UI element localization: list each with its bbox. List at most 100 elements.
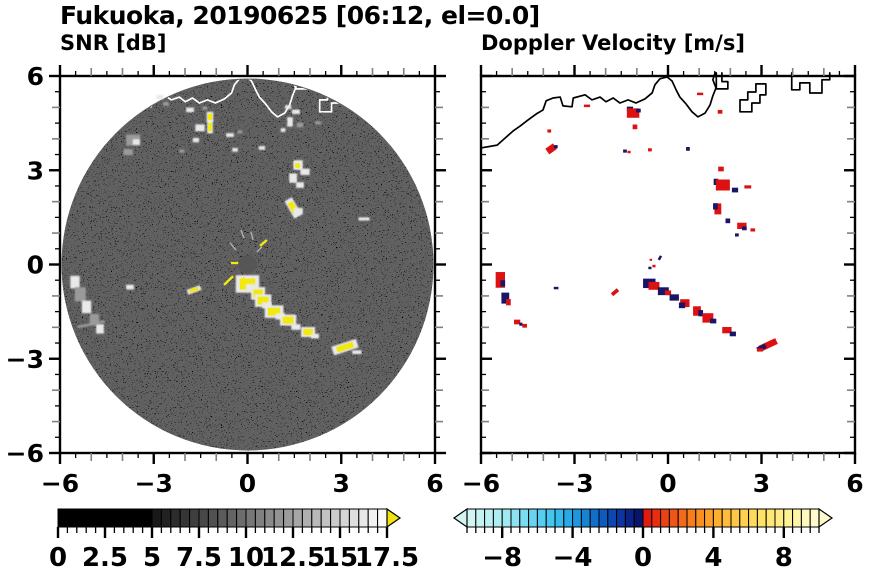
- colorbar-segment: [624, 508, 635, 528]
- echo-blob: [506, 299, 511, 306]
- colorbar-segment: [748, 508, 758, 528]
- echo-blob: [237, 130, 243, 134]
- echo-blob: [245, 283, 256, 291]
- center-spoke: [240, 229, 245, 239]
- echo-blob: [583, 104, 591, 108]
- echo-blob: [186, 107, 194, 113]
- echo-blob: [163, 102, 169, 106]
- echo-blob: [291, 324, 301, 330]
- colorbar-segment: [756, 508, 767, 528]
- echo-blob: [636, 108, 641, 113]
- colorbar-segment: [739, 508, 750, 528]
- colorbar-segment: [123, 508, 134, 528]
- echo-blob: [89, 313, 100, 325]
- colorbar-segment: [217, 508, 228, 528]
- x-tick-label: 6: [426, 469, 443, 498]
- colorbar-segment: [800, 508, 811, 528]
- colorbar-segment: [510, 508, 521, 528]
- echo-blob: [648, 281, 660, 290]
- echo-blob: [696, 92, 704, 96]
- echo-blob: [352, 350, 362, 355]
- colorbar-segment: [519, 508, 530, 528]
- echo-blob: [519, 322, 523, 326]
- colorbar-segment: [792, 508, 802, 528]
- doppler-echoes: [495, 92, 778, 352]
- colorbar-segment: [536, 508, 547, 528]
- colorbar-segment: [668, 508, 679, 528]
- x-tick-label: 3: [333, 469, 350, 498]
- echo-blob: [156, 94, 164, 100]
- echo-blob: [226, 133, 234, 137]
- echo-blob: [195, 124, 205, 132]
- colorbar-segment: [783, 508, 794, 528]
- colorbar-tick-label: 12.5: [261, 543, 325, 570]
- echo-blob: [500, 280, 506, 287]
- colorbar-segment: [528, 508, 538, 528]
- coastline: [480, 72, 831, 149]
- echo-blob: [750, 228, 756, 232]
- echo-blob: [664, 290, 672, 296]
- x-tick-label: −3: [135, 469, 173, 498]
- coastline-path: [715, 72, 729, 90]
- colorbar-over-arrow: [818, 507, 834, 529]
- colorbar-segment: [809, 508, 820, 528]
- colorbar-segment: [545, 508, 556, 528]
- colorbar-segment: [95, 508, 106, 528]
- echo-blob: [632, 124, 638, 130]
- colorbar-tick-label: 7.5: [176, 543, 222, 570]
- echo-blob: [725, 218, 731, 224]
- center-spoke: [259, 239, 268, 247]
- echo-blob: [258, 146, 265, 150]
- colorbar-segment: [358, 508, 369, 528]
- colorbar-tick-label: 17.5: [355, 543, 419, 570]
- echo-blob: [547, 129, 552, 133]
- colorbar-segment: [633, 508, 644, 528]
- echo-blob: [702, 313, 714, 323]
- echo-blob: [315, 121, 322, 125]
- colorbar-segment: [589, 508, 600, 528]
- echo-blob: [717, 109, 723, 114]
- coastline-path: [790, 72, 831, 94]
- colorbar-segment: [283, 508, 294, 528]
- y-tick-label: 3: [27, 156, 44, 185]
- echo-blob: [287, 117, 293, 127]
- colorbar-segment: [598, 508, 609, 528]
- echo-blob: [649, 258, 653, 261]
- colorbar-tick-label: 0: [49, 543, 67, 570]
- echo-blob: [623, 149, 627, 153]
- colorbar-segment: [730, 508, 741, 528]
- colorbar-segment: [377, 508, 388, 528]
- echo-blob: [731, 187, 739, 193]
- echo-blob: [718, 166, 724, 172]
- y-tick-label: 0: [27, 251, 44, 280]
- center-spoke: [241, 276, 246, 282]
- colorbar-tick-label: 2.5: [82, 543, 128, 570]
- colorbar-segment: [651, 508, 662, 528]
- colorbar-tick-label: 0: [634, 543, 652, 570]
- colorbar-segment: [301, 508, 313, 528]
- colorbar-segment: [292, 508, 303, 528]
- echo-blob: [192, 137, 200, 143]
- echo-blob: [77, 320, 106, 329]
- center-spoke: [250, 231, 254, 241]
- echo-blob: [257, 296, 269, 305]
- x-tick-label: −6: [41, 469, 79, 498]
- colorbar-segment: [273, 508, 285, 528]
- colorbar-tick-label: 5: [143, 543, 161, 570]
- echo-blob: [295, 163, 300, 168]
- colorbar-segment: [348, 508, 360, 528]
- echo-blob: [627, 150, 631, 154]
- colorbar-segment: [501, 508, 512, 528]
- echo-blob: [669, 294, 679, 301]
- echo-blob: [296, 122, 304, 128]
- x-tick-label: 0: [239, 469, 256, 498]
- colorbar-segment: [66, 508, 78, 528]
- colorbar-segment: [642, 508, 653, 528]
- echo-blob: [698, 310, 704, 317]
- doppler-colorbar: −8 −4 0 4 8: [452, 507, 834, 570]
- y-tick-label: −6: [6, 439, 44, 468]
- echo-blob: [81, 300, 92, 314]
- echo-blob: [179, 149, 185, 153]
- colorbar-segment: [245, 508, 256, 528]
